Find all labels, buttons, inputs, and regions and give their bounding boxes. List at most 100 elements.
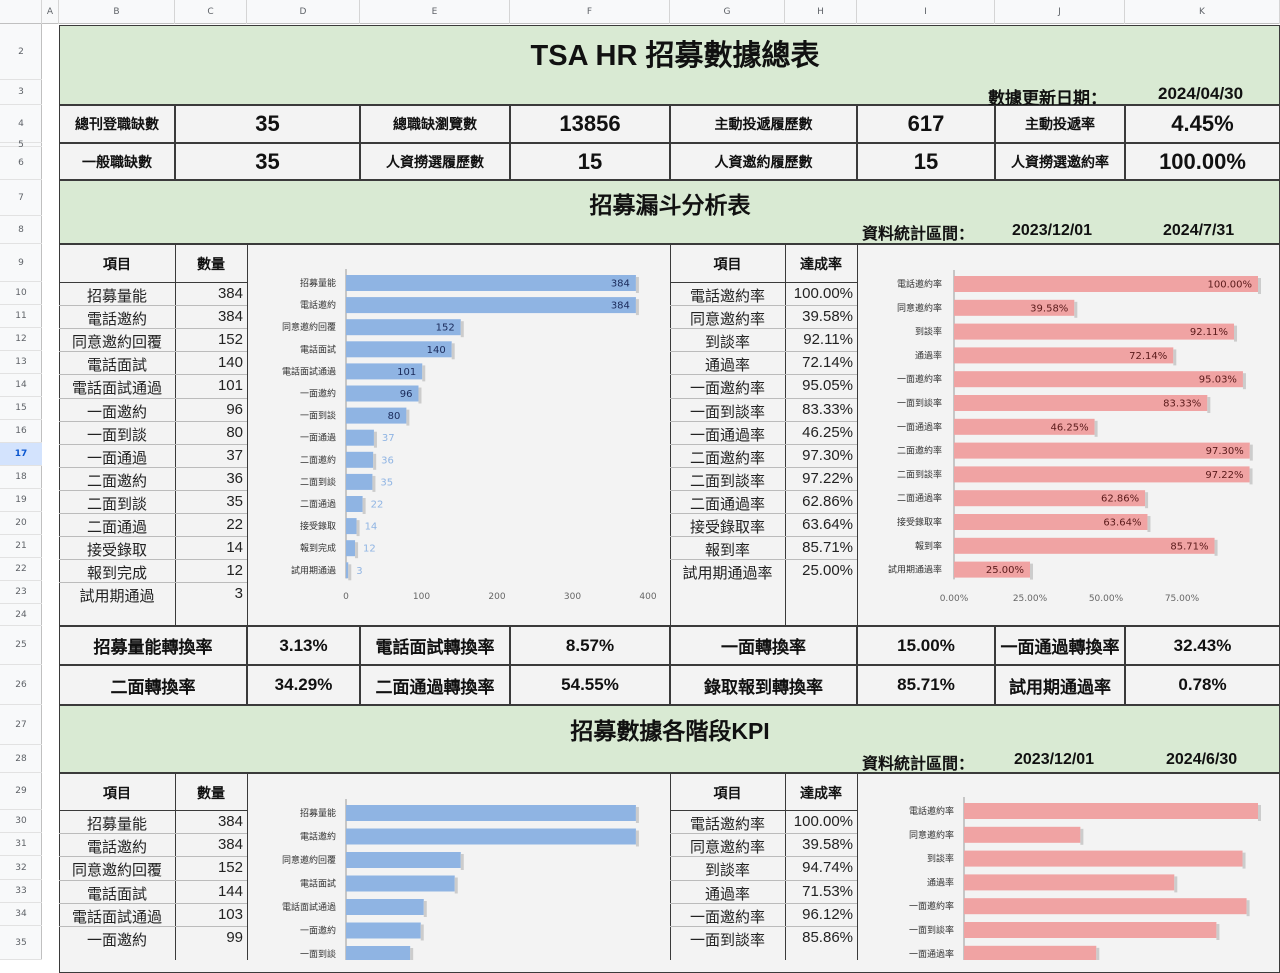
row-label[interactable]: 21 (0, 535, 42, 558)
item-name: 二面通過 (86, 519, 147, 536)
row-label[interactable]: 13 (0, 351, 42, 374)
conversion-value: 15.00% (857, 626, 995, 665)
row-label[interactable]: 30 (0, 810, 42, 833)
row-divider (670, 489, 857, 491)
row-label[interactable]: 6 (0, 147, 42, 180)
row-label[interactable]: 31 (0, 833, 42, 856)
chart-bar (346, 946, 411, 960)
row-label[interactable]: 29 (0, 773, 42, 810)
row-label[interactable]: 33 (0, 880, 42, 903)
row-label[interactable]: 4 (0, 105, 42, 143)
row-divider (59, 582, 247, 584)
row-label[interactable]: 28 (0, 745, 42, 773)
column-label[interactable]: B (59, 0, 175, 24)
chart-bar-shadow (1145, 492, 1149, 509)
column-label[interactable]: A (42, 0, 59, 24)
row-label[interactable]: 11 (0, 305, 42, 328)
chart-bar (346, 407, 407, 424)
header-divider (670, 810, 858, 811)
column-label[interactable]: I (857, 0, 995, 24)
chart-category-label: 電話邀約 (300, 831, 336, 843)
row-divider (670, 374, 857, 376)
row-label[interactable]: 8 (0, 216, 42, 244)
chart-tick-label: 75.00% (1165, 594, 1200, 604)
chart-bar-group: 招募量能 (300, 805, 639, 823)
row-label[interactable]: 26 (0, 665, 42, 705)
row-label[interactable]: 17 (0, 443, 42, 466)
item-name: 電話面試通過 (71, 908, 162, 926)
row-label[interactable]: 9 (0, 244, 42, 282)
rate-value: 83.33% (802, 400, 853, 418)
item-quantity: 36 (226, 469, 243, 487)
chart-bar-group: 試用期通過 3 (291, 562, 363, 581)
row-label[interactable]: 15 (0, 397, 42, 420)
row-label[interactable]: 20 (0, 512, 42, 535)
row-label[interactable]: 27 (0, 705, 42, 745)
chart-bar-group: 接受錄取率 63.64% (897, 514, 1151, 532)
chart-category-label: 電話面試 (300, 343, 336, 355)
chart-bar-shadow (1214, 539, 1218, 556)
row-label[interactable]: 25 (0, 626, 42, 665)
row-label[interactable]: 23 (0, 581, 42, 604)
chart-bar (346, 451, 374, 468)
column-label[interactable]: J (995, 0, 1125, 24)
row-label[interactable]: 32 (0, 856, 42, 880)
column-label[interactable]: H (785, 0, 857, 24)
item-name: 二面到談 (86, 495, 147, 513)
item-quantity: 14 (226, 539, 243, 557)
column-label[interactable]: D (247, 0, 360, 24)
row-label[interactable]: 3 (0, 80, 42, 105)
row-divider (59, 879, 247, 881)
row-label[interactable]: 5 (0, 140, 42, 150)
rate-name: 一面邀約率 (689, 380, 765, 398)
chart-category-label: 接受錄取 (300, 520, 336, 532)
row-label[interactable]: 22 (0, 558, 42, 581)
row-label[interactable]: 34 (0, 903, 42, 926)
title-band (59, 25, 1280, 105)
row-label[interactable]: 12 (0, 328, 42, 351)
chart-bar-shadow (1094, 420, 1098, 437)
row-label[interactable]: 18 (0, 466, 42, 489)
chart-bar-shadow (1080, 828, 1084, 845)
column-divider (247, 773, 248, 960)
chart-category-label: 一面邀約 (300, 925, 336, 937)
chart-bar-shadow (460, 321, 464, 338)
row-label[interactable]: 35 (0, 926, 42, 960)
chart-data-label: 83.33% (1163, 399, 1201, 410)
corner-cell[interactable] (0, 0, 42, 24)
chart-bar-group: 同意邀約回覆 (282, 852, 464, 870)
column-label[interactable]: F (510, 0, 670, 24)
rate-value: 95.05% (802, 377, 853, 395)
item-name: 電話邀約 (86, 311, 147, 329)
chart-bar (346, 473, 373, 490)
chart-category-label: 一面通過率 (897, 421, 942, 433)
row-label[interactable]: 7 (0, 180, 42, 216)
column-label[interactable]: E (360, 0, 510, 24)
chart-data-label: 46.25% (1050, 422, 1088, 433)
column-divider (785, 244, 786, 626)
chart-bar (346, 852, 461, 868)
column-header-item: 項目 (713, 785, 742, 801)
row-label[interactable]: 2 (0, 24, 42, 80)
chart-bar-group: 一面到談率 83.33% (897, 395, 1211, 413)
rate-name: 報到率 (704, 542, 750, 560)
rate-name: 二面通過率 (689, 495, 765, 513)
column-label[interactable]: K (1125, 0, 1280, 24)
column-label[interactable]: C (175, 0, 247, 24)
row-divider (59, 420, 247, 422)
chart-category-label: 電話邀約率 (909, 805, 954, 817)
row-label[interactable]: 14 (0, 374, 42, 397)
row-label[interactable]: 24 (0, 604, 42, 626)
column-label[interactable]: G (670, 0, 785, 24)
chart-bar-group: 招募量能 384 (300, 275, 639, 293)
chart-bar-shadow (1096, 947, 1100, 960)
row-label[interactable]: 10 (0, 282, 42, 305)
chart-bar-shadow (1234, 325, 1238, 342)
chart-bar (346, 922, 421, 939)
chart-bar-shadow (454, 877, 458, 894)
chart-bar-group: 一面邀約 (300, 922, 424, 941)
row-label[interactable]: 19 (0, 489, 42, 512)
item-quantity: 384 (217, 813, 243, 830)
row-label[interactable]: 16 (0, 420, 42, 443)
